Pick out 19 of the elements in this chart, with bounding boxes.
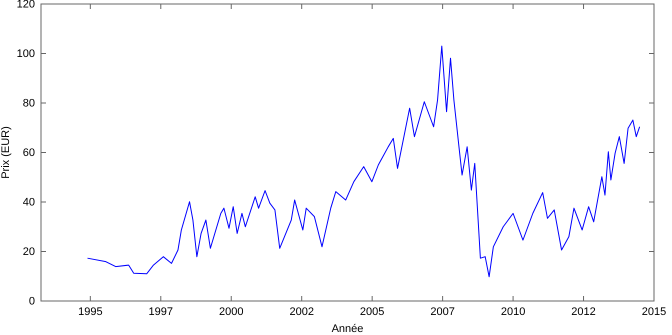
- x-tick-label: 2010: [500, 306, 526, 318]
- line-series: [87, 46, 640, 278]
- x-tick-label: 1995: [78, 306, 103, 318]
- y-tick-label: 100: [16, 48, 35, 60]
- y-tick-label: 80: [22, 98, 35, 110]
- x-tick-label: 2012: [571, 306, 596, 318]
- y-tick-label: 120: [16, 0, 35, 11]
- x-tick-label: 1997: [148, 306, 174, 318]
- y-tick-label: 20: [22, 246, 35, 258]
- y-tick-label: 60: [22, 147, 35, 160]
- x-tick-label: 2002: [289, 306, 314, 318]
- x-tick-label: 2000: [219, 306, 244, 318]
- y-axis-title: Prix (EUR): [0, 126, 12, 179]
- y-tick-label: 0: [28, 296, 35, 308]
- y-tick-label: 40: [22, 196, 35, 209]
- x-tick-label: 2007: [430, 306, 455, 318]
- x-axis-title: Année: [332, 323, 364, 335]
- x-tick-label: 2015: [642, 306, 666, 318]
- x-tick-label: 2005: [360, 306, 384, 318]
